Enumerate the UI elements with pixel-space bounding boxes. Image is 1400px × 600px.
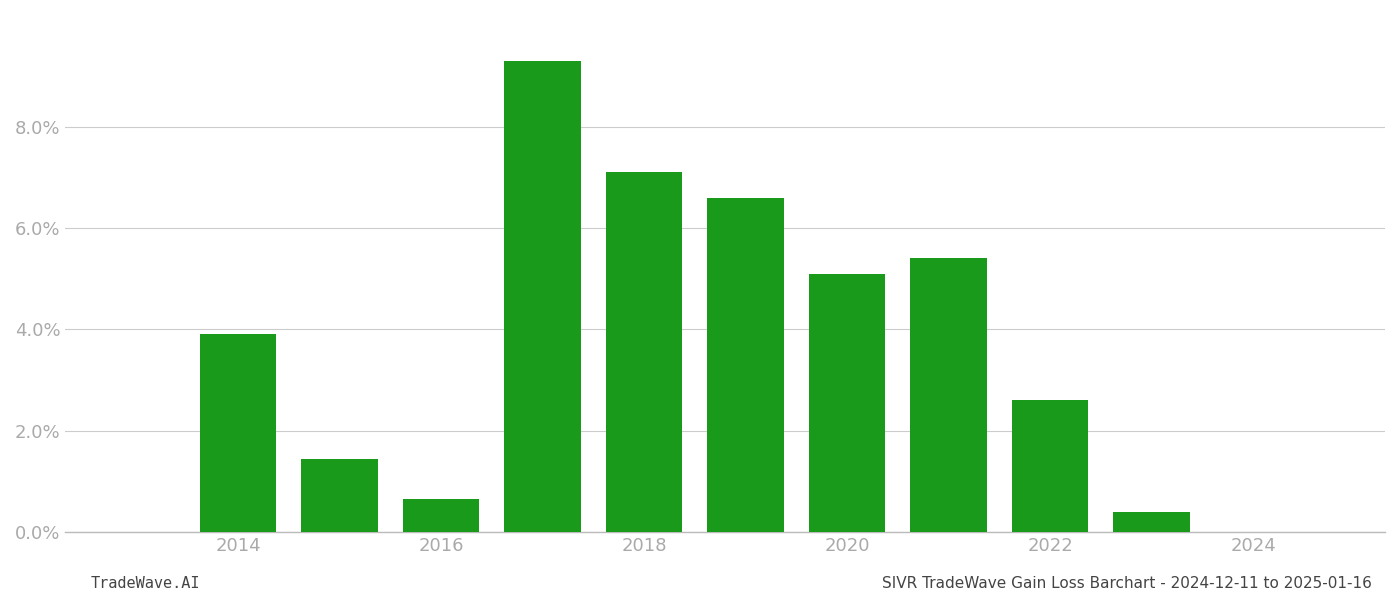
Bar — [1012, 400, 1088, 532]
Bar — [301, 458, 378, 532]
Bar — [504, 61, 581, 532]
Bar — [200, 334, 276, 532]
Text: TradeWave.AI: TradeWave.AI — [91, 576, 200, 591]
Bar — [809, 274, 885, 532]
Bar — [910, 259, 987, 532]
Bar — [1113, 512, 1190, 532]
Bar — [403, 499, 479, 532]
Bar — [606, 172, 682, 532]
Text: SIVR TradeWave Gain Loss Barchart - 2024-12-11 to 2025-01-16: SIVR TradeWave Gain Loss Barchart - 2024… — [882, 576, 1372, 591]
Bar — [707, 197, 784, 532]
